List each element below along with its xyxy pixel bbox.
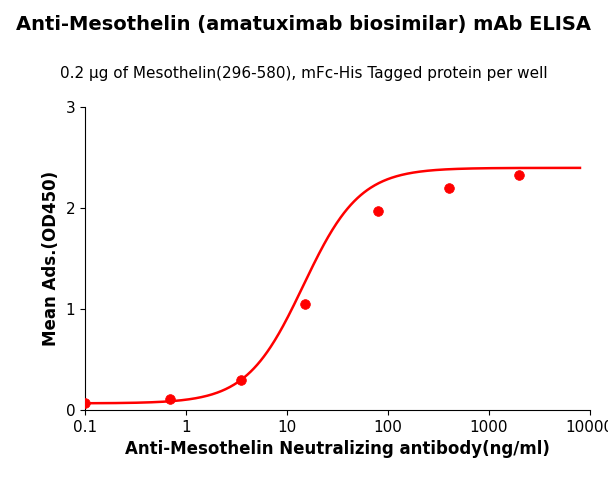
Point [300,300,309,308]
Text: Anti-Mesothelin (amatuximab biosimilar) mAb ELISA: Anti-Mesothelin (amatuximab biosimilar) … [16,15,592,34]
X-axis label: Anti-Mesothelin Neutralizing antibody(ng/ml): Anti-Mesothelin Neutralizing antibody(ng… [125,440,550,458]
Point [236,376,246,384]
Point [373,207,383,215]
Y-axis label: Mean Ads.(OD450): Mean Ads.(OD450) [42,171,60,346]
Point [165,395,175,403]
Point [80,399,90,407]
Point [514,171,524,179]
Point [444,184,454,192]
Text: 0.2 μg of Mesothelin(296-580), mFc-His Tagged protein per well: 0.2 μg of Mesothelin(296-580), mFc-His T… [60,66,548,81]
